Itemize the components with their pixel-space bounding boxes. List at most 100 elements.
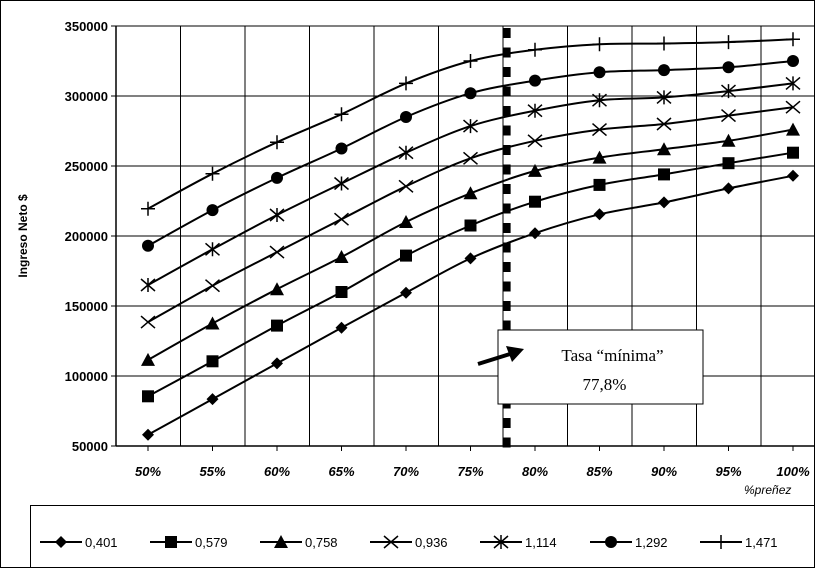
marker-x	[140, 315, 156, 329]
marker-triangle	[334, 250, 349, 263]
x-tick-label: 50%	[135, 464, 161, 479]
legend-item: 1,292	[590, 535, 668, 550]
marker-diamond	[658, 196, 670, 209]
x-axis-title: %preñez	[744, 483, 791, 497]
threshold-dash	[502, 106, 511, 116]
x-tick-label: 70%	[393, 464, 419, 479]
marker-triangle	[786, 122, 800, 136]
y-axis-title: Ingreso Neto $	[16, 194, 30, 278]
marker-diamond	[206, 393, 219, 406]
marker-x	[721, 109, 736, 123]
annotation-arrowhead	[506, 346, 524, 362]
legend-item: 0,758	[260, 535, 338, 550]
marker-asterisk	[785, 76, 801, 91]
marker-diamond	[529, 227, 541, 240]
marker-diamond	[464, 252, 477, 265]
x-axis-ticks: 50% 55% 60% 65% 70% 75% 80% 85% 90% 95% 100%	[135, 446, 810, 479]
marker-x	[383, 535, 399, 549]
marker-triangle	[463, 186, 478, 200]
x-tick-label: 90%	[651, 464, 677, 479]
series-1-471	[141, 32, 800, 216]
marker-plus	[270, 135, 284, 150]
series-0-579	[142, 146, 799, 403]
marker-plus	[592, 37, 607, 52]
marker-asterisk	[269, 208, 285, 222]
legend: 0,401 0,579 0,758 0,936 1,114 1,292 1,471	[40, 535, 778, 550]
marker-asterisk	[527, 103, 543, 118]
annotation: Tasa “mínima” 77,8%	[477, 329, 704, 405]
marker-asterisk	[463, 119, 478, 134]
marker-asterisk	[493, 535, 509, 549]
marker-triangle	[205, 316, 220, 330]
x-tick-label: 100%	[776, 464, 810, 479]
marker-x	[785, 100, 801, 114]
marker-circle	[206, 204, 219, 217]
threshold-dash	[502, 47, 511, 58]
marker-x	[592, 123, 607, 137]
marker-x	[205, 279, 220, 293]
y-tick-label: 100000	[65, 369, 108, 384]
series-1-114	[140, 76, 801, 292]
annotation-value: 77,8%	[583, 375, 627, 394]
marker-plus	[399, 76, 413, 91]
x-tick-label: 80%	[522, 464, 548, 479]
marker-square	[787, 146, 799, 159]
threshold-dash	[502, 437, 511, 448]
x-tick-label: 75%	[457, 464, 483, 479]
marker-circle	[142, 239, 154, 252]
y-tick-label: 150000	[65, 299, 108, 314]
marker-triangle	[592, 150, 607, 164]
threshold-dash	[502, 125, 511, 136]
marker-plus	[528, 42, 542, 57]
y-tick-label: 200000	[65, 229, 108, 244]
threshold-dash	[502, 164, 511, 175]
y-tick-label: 50000	[72, 439, 108, 454]
marker-diamond	[271, 357, 283, 370]
threshold-dash	[502, 223, 511, 233]
legend-label: 1,292	[635, 535, 668, 550]
marker-triangle	[399, 215, 413, 228]
legend-item: 0,936	[370, 535, 448, 550]
x-tick-label: 65%	[328, 464, 354, 479]
series-1-292	[142, 55, 799, 252]
marker-circle	[335, 142, 348, 155]
marker-triangle	[721, 133, 736, 147]
threshold-dash	[502, 418, 511, 428]
marker-x	[656, 117, 672, 131]
marker-plus	[141, 201, 155, 216]
marker-diamond	[593, 208, 606, 221]
marker-plus	[714, 535, 728, 549]
marker-square	[142, 390, 154, 403]
marker-square	[335, 286, 348, 298]
series-0-758	[141, 122, 800, 366]
marker-diamond	[55, 536, 67, 548]
marker-x	[463, 151, 478, 165]
x-tick-label: 60%	[264, 464, 290, 479]
marker-triangle	[141, 352, 155, 366]
marker-square	[529, 195, 541, 208]
y-tick-label: 300000	[65, 89, 108, 104]
marker-asterisk	[592, 93, 607, 108]
legend-item: 1,114	[480, 535, 557, 550]
marker-plus	[334, 107, 349, 122]
legend-label: 0,758	[305, 535, 338, 550]
x-tick-label: 95%	[715, 464, 741, 479]
y-tick-label: 350000	[65, 19, 108, 34]
annotation-box	[497, 329, 704, 405]
threshold-dash	[502, 320, 511, 331]
x-tick-label: 55%	[199, 464, 225, 479]
annotation-label: Tasa “mínima”	[561, 346, 663, 365]
marker-plus	[721, 35, 736, 50]
series-0-401	[142, 169, 799, 441]
marker-square	[658, 168, 670, 181]
marker-plus	[657, 36, 671, 51]
y-axis-ticks: 350000 300000 250000 200000 150000 100000 5000…	[65, 19, 116, 454]
marker-diamond	[722, 182, 735, 195]
annotation-arrow	[477, 352, 511, 366]
marker-diamond	[335, 321, 348, 334]
marker-square	[464, 219, 477, 232]
marker-diamond	[400, 286, 412, 299]
legend-label: 1,471	[745, 535, 778, 550]
marker-circle	[271, 171, 283, 184]
